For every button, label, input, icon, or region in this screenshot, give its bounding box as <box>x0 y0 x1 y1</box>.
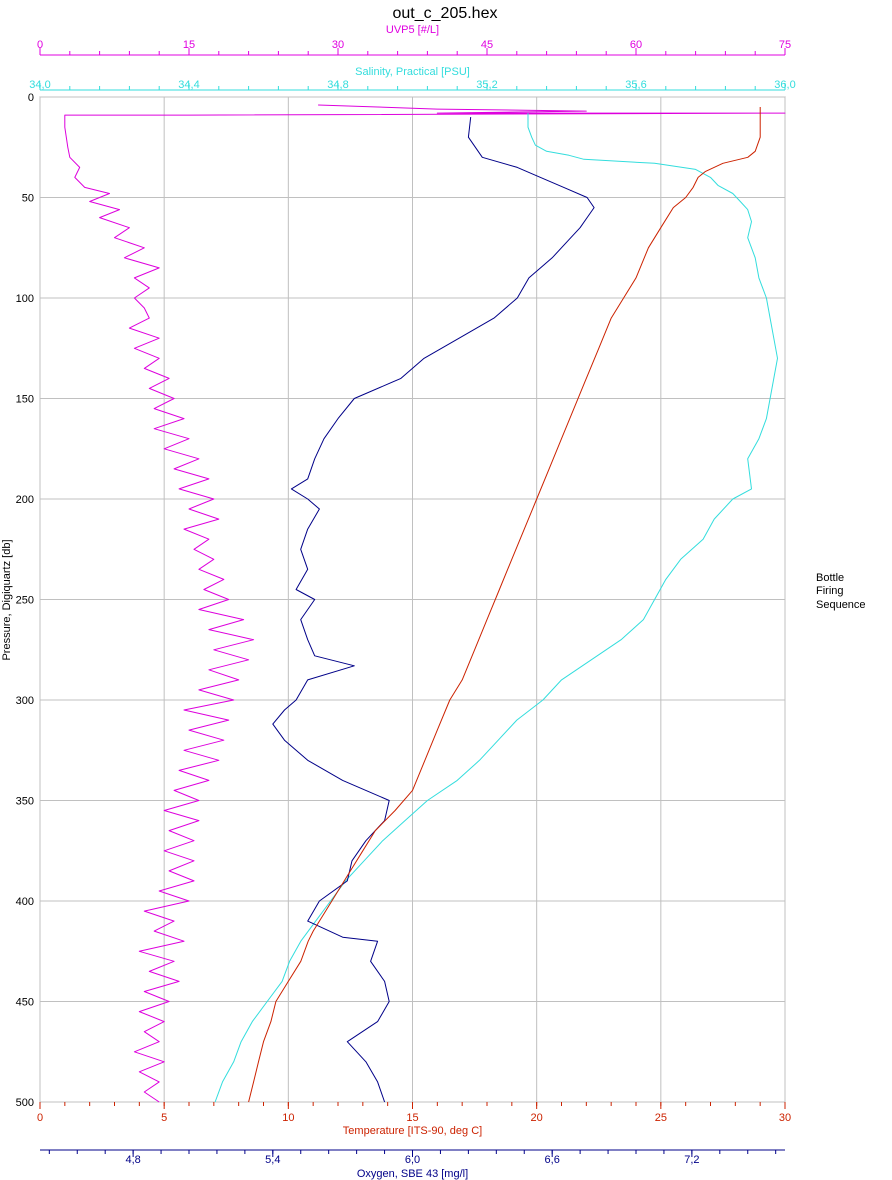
y-axis-title: Pressure, Digiquartz [db] <box>1 539 13 660</box>
series-line-temperature <box>248 107 761 1103</box>
temperature-axis-title: Temperature [ITS-90, deg C] <box>343 1125 482 1137</box>
y-tick-label: 0 <box>28 92 34 104</box>
salinity-tick-label: 35,2 <box>476 79 497 91</box>
y-tick-label: 50 <box>22 193 34 205</box>
oxygen-tick-label: 7,2 <box>684 1154 699 1166</box>
legend-line-3: Sequence <box>816 599 866 611</box>
oxygen-tick-label: 4,8 <box>125 1154 140 1166</box>
y-tick-label: 500 <box>16 1097 34 1109</box>
uvp5-tick-label: 45 <box>481 39 493 51</box>
series-line-oxygen <box>272 117 595 1103</box>
temperature-tick-label: 5 <box>161 1112 167 1124</box>
legend: Bottle Firing Sequence <box>816 572 866 611</box>
y-tick-label: 250 <box>16 595 34 607</box>
temperature-tick-label: 10 <box>282 1112 294 1124</box>
grid-layer <box>39 96 786 1103</box>
y-tick-label: 150 <box>16 394 34 406</box>
legend-line-1: Bottle <box>816 572 844 584</box>
oxygen-tick-label: 6,6 <box>545 1154 560 1166</box>
temperature-tick-label: 25 <box>655 1112 667 1124</box>
salinity-axis-title: Salinity, Practical [PSU] <box>355 66 470 78</box>
y-tick-label: 400 <box>16 896 34 908</box>
temperature-tick-label: 20 <box>531 1112 543 1124</box>
uvp5-tick-label: 30 <box>332 39 344 51</box>
salinity-tick-label: 35,6 <box>625 79 646 91</box>
y-tick-label: 100 <box>16 293 34 305</box>
y-tick-label: 350 <box>16 796 34 808</box>
temperature-tick-label: 15 <box>406 1112 418 1124</box>
uvp5-axis-title: UVP5 [#/L] <box>386 24 439 36</box>
series-line-uvp5 <box>64 104 786 1103</box>
oxygen-tick-label: 5,4 <box>265 1154 280 1166</box>
temperature-tick-label: 30 <box>779 1112 791 1124</box>
temperature-tick-label: 0 <box>37 1112 43 1124</box>
y-tick-label: 450 <box>16 997 34 1009</box>
uvp5-tick-label: 0 <box>37 39 43 51</box>
series-line-salinity <box>214 113 778 1103</box>
salinity-tick-label: 34,0 <box>29 79 50 91</box>
oxygen-tick-label: 6,0 <box>405 1154 420 1166</box>
chart-title: out_c_205.hex <box>393 5 498 22</box>
uvp5-tick-label: 15 <box>183 39 195 51</box>
uvp5-tick-label: 75 <box>779 39 791 51</box>
oxygen-axis-title: Oxygen, SBE 43 [mg/l] <box>357 1168 468 1180</box>
y-tick-label: 300 <box>16 695 34 707</box>
series-layer <box>64 104 786 1103</box>
legend-line-2: Firing <box>816 585 844 597</box>
uvp5-tick-label: 60 <box>630 39 642 51</box>
salinity-tick-label: 34,8 <box>327 79 348 91</box>
salinity-tick-label: 36,0 <box>774 79 795 91</box>
salinity-tick-label: 34,4 <box>178 79 199 91</box>
y-tick-label: 200 <box>16 494 34 506</box>
